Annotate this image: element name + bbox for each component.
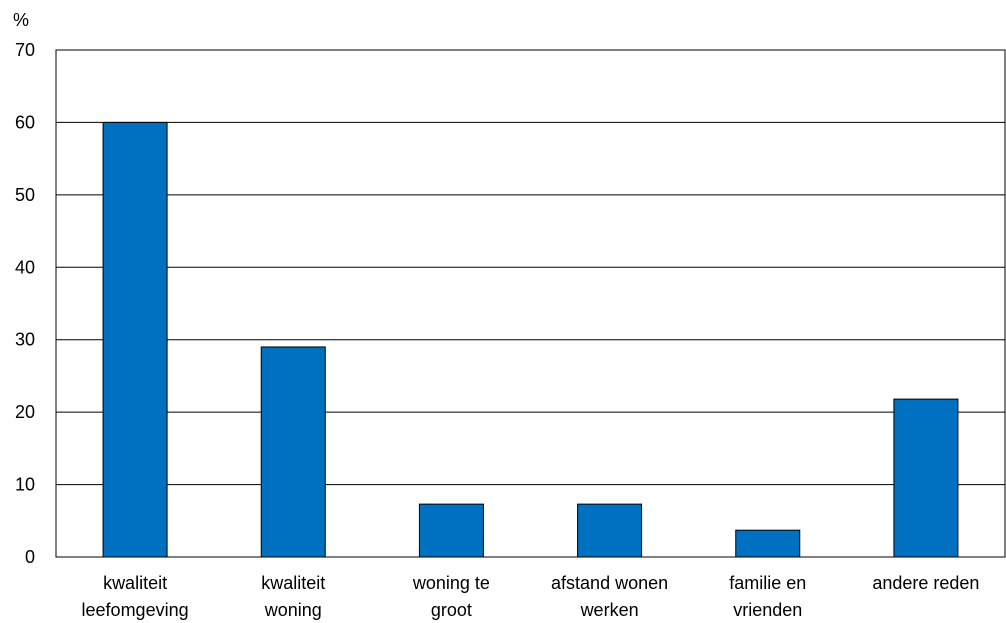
y-tick-label: 70 <box>15 40 35 60</box>
x-category-label: kwaliteit <box>103 573 167 593</box>
y-tick-label: 40 <box>15 257 35 277</box>
x-category-label: vrienden <box>733 600 802 620</box>
bars <box>102 121 959 558</box>
x-category-labels: kwaliteit leefomgeving kwaliteit woning woni… <box>82 573 980 620</box>
bar <box>577 503 643 558</box>
x-category-label: kwaliteit <box>261 573 325 593</box>
y-axis-unit: % <box>13 10 29 30</box>
x-category-label: groot <box>431 600 472 620</box>
x-category-label: leefomgeving <box>82 600 189 620</box>
bar <box>102 121 168 558</box>
y-tick-label: 0 <box>25 547 35 567</box>
x-category-label: andere reden <box>872 573 979 593</box>
bar <box>260 346 326 558</box>
y-tick-label: 60 <box>15 112 35 132</box>
y-tick-label: 20 <box>15 402 35 422</box>
plot-frame <box>55 49 1006 558</box>
x-category-label: familie en <box>729 573 806 593</box>
x-category-label: werken <box>580 600 639 620</box>
x-category-label: woning <box>264 600 322 620</box>
bar <box>893 398 959 558</box>
gridlines <box>56 121 1005 486</box>
bar <box>418 503 484 558</box>
y-tick-label: 50 <box>15 185 35 205</box>
bar <box>735 529 801 558</box>
x-category-label: afstand wonen <box>551 573 668 593</box>
y-tick-label: 10 <box>15 475 35 495</box>
y-tick-labels: 0 10 20 30 40 50 60 70 <box>15 40 35 567</box>
y-tick-label: 30 <box>15 330 35 350</box>
x-category-label: woning te <box>412 573 490 593</box>
